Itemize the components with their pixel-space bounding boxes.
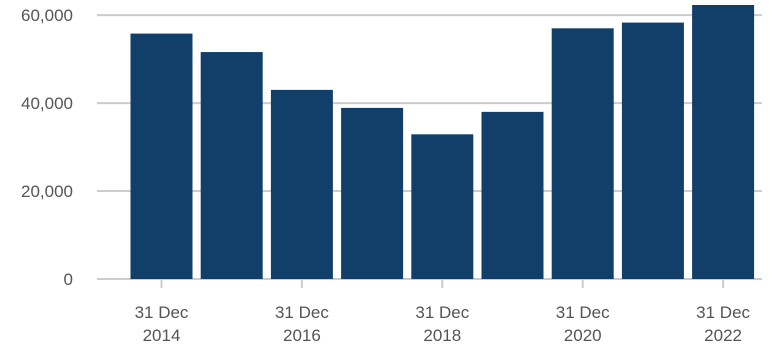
x-tick-label-line1: 31 Dec bbox=[696, 303, 750, 322]
x-tick-label-line2: 2016 bbox=[283, 326, 321, 345]
y-tick-label: 20,000 bbox=[21, 182, 73, 201]
x-tick-label-line2: 2018 bbox=[423, 326, 461, 345]
y-tick-label: 60,000 bbox=[21, 6, 73, 25]
x-tick-label-line2: 2014 bbox=[143, 326, 181, 345]
bar-2016 bbox=[270, 89, 333, 279]
bar-2018 bbox=[411, 134, 474, 279]
x-tick-label-line2: 2022 bbox=[704, 326, 742, 345]
bar-2020 bbox=[551, 28, 614, 280]
x-tick-label-line1: 31 Dec bbox=[556, 303, 610, 322]
y-tick-label: 40,000 bbox=[21, 94, 73, 113]
bar-2014 bbox=[130, 33, 193, 279]
bar-2017 bbox=[341, 107, 404, 280]
y-axis-ticks: 0 20,000 40,000 60,000 bbox=[21, 6, 73, 289]
bar-2015 bbox=[200, 52, 263, 280]
y-tick-label: 0 bbox=[64, 270, 73, 289]
x-axis-ticks: 31 Dec 2014 31 Dec 2016 31 Dec 2018 31 Dec 2020… bbox=[135, 280, 751, 345]
x-tick-label-line1: 31 Dec bbox=[275, 303, 329, 322]
bars bbox=[130, 5, 755, 280]
bar-2022 bbox=[692, 5, 755, 279]
bar-2019 bbox=[481, 111, 544, 279]
x-tick-label-line2: 2020 bbox=[564, 326, 602, 345]
x-tick-label-line1: 31 Dec bbox=[415, 303, 469, 322]
x-tick-label-line1: 31 Dec bbox=[135, 303, 189, 322]
bar-2021 bbox=[621, 22, 684, 280]
